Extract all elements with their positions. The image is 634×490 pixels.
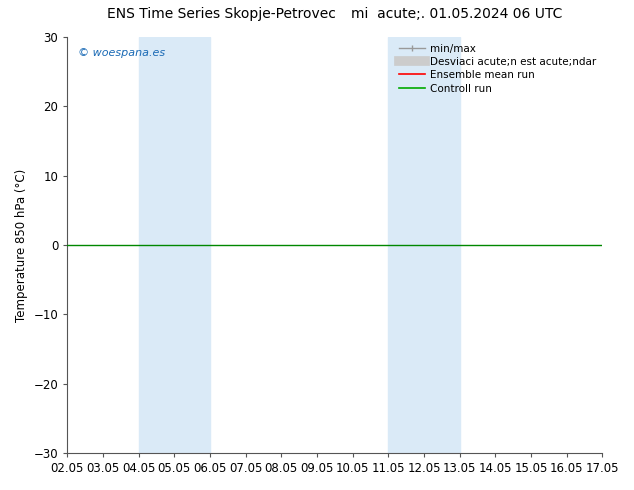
- Bar: [388, 37, 460, 453]
- Text: © woespana.es: © woespana.es: [78, 48, 165, 57]
- Y-axis label: Temperature 850 hPa (°C): Temperature 850 hPa (°C): [15, 169, 28, 322]
- Text: mi  acute;. 01.05.2024 06 UTC: mi acute;. 01.05.2024 06 UTC: [351, 7, 562, 22]
- Legend: min/max, Desviaci acute;n est acute;ndar, Ensemble mean run, Controll run: min/max, Desviaci acute;n est acute;ndar…: [394, 39, 600, 98]
- Bar: [139, 37, 210, 453]
- Text: ENS Time Series Skopje-Petrovec: ENS Time Series Skopje-Petrovec: [107, 7, 337, 22]
